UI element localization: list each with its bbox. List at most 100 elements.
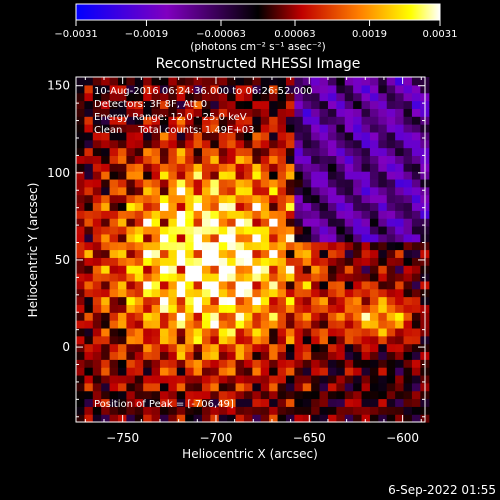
heatmap-cell <box>361 225 371 235</box>
heatmap-cell <box>92 257 102 266</box>
heatmap-cell <box>311 304 321 313</box>
heatmap-cell <box>109 312 119 321</box>
heatmap-cell <box>109 398 119 407</box>
heatmap-cell <box>143 327 153 337</box>
heatmap-cell <box>378 171 388 180</box>
heatmap-cell <box>227 108 237 117</box>
heatmap-cell <box>327 225 337 235</box>
heatmap-cell <box>403 320 413 329</box>
heatmap-cell <box>126 116 136 125</box>
heatmap-cell <box>76 116 85 125</box>
heatmap-cell <box>386 382 396 392</box>
heatmap-cell <box>201 398 211 407</box>
heatmap-cell <box>117 265 127 274</box>
heatmap-cell <box>269 241 279 251</box>
heatmap-cell <box>361 139 371 149</box>
heatmap-cell <box>327 194 337 204</box>
heatmap-cell <box>327 406 337 415</box>
heatmap-cell <box>143 414 153 423</box>
heatmap-cell <box>403 351 413 360</box>
heatmap-cell <box>336 163 346 172</box>
heatmap-cell <box>117 171 127 180</box>
heatmap-cell <box>201 84 211 94</box>
heatmap-cell <box>411 304 421 313</box>
heatmap-cell <box>193 116 203 125</box>
heatmap-cell <box>210 335 220 345</box>
heatmap-cell <box>176 186 186 196</box>
heatmap-cell <box>395 359 405 368</box>
heatmap-cell <box>76 351 85 360</box>
heatmap-cell <box>386 225 396 235</box>
heatmap-cell <box>168 171 178 180</box>
heatmap-cell <box>285 84 295 94</box>
heatmap-cell <box>252 84 262 94</box>
heatmap-cell <box>319 280 329 290</box>
heatmap-cell <box>411 218 421 227</box>
heatmap-cell <box>319 233 329 243</box>
heatmap-cell <box>134 304 144 313</box>
heatmap-cell <box>344 100 354 109</box>
heatmap-cell <box>260 241 270 251</box>
heatmap-cell <box>243 398 253 407</box>
heatmap-cell <box>344 218 354 227</box>
heatmap-cell <box>353 296 363 305</box>
heatmap-cell <box>185 194 195 204</box>
heatmap-cell <box>369 194 379 204</box>
heatmap-cell <box>168 131 178 141</box>
heatmap-cell <box>176 194 186 204</box>
heatmap-cell <box>76 210 85 219</box>
heatmap-cell <box>294 320 304 329</box>
heatmap-cell <box>344 178 354 188</box>
heatmap-cell <box>327 155 337 164</box>
heatmap-cell <box>117 202 127 211</box>
heatmap-cell <box>101 241 111 251</box>
heatmap-cell <box>151 147 161 157</box>
heatmap-cell <box>260 296 270 305</box>
heatmap-cell <box>361 312 371 321</box>
heatmap-cell <box>327 382 337 392</box>
heatmap-cell <box>76 155 85 164</box>
heatmap-cell <box>143 147 153 157</box>
heatmap-cell <box>378 327 388 337</box>
heatmap-cell <box>403 163 413 172</box>
heatmap-cell <box>369 92 379 102</box>
heatmap-cell <box>378 131 388 141</box>
heatmap-cell <box>159 77 169 86</box>
heatmap-cell <box>227 163 237 172</box>
heatmap-cell <box>269 327 279 337</box>
heatmap-cell <box>395 406 405 415</box>
heatmap-cell <box>378 194 388 204</box>
heatmap-cell <box>84 249 94 258</box>
heatmap-cell <box>201 163 211 172</box>
heatmap-cell <box>101 92 111 102</box>
heatmap-cell <box>159 280 169 290</box>
heatmap-cell <box>84 77 94 86</box>
heatmap-cell <box>143 398 153 407</box>
heatmap-cell <box>235 296 245 305</box>
heatmap-cell <box>235 327 245 337</box>
heatmap-cell <box>285 155 295 164</box>
heatmap-cell <box>353 171 363 180</box>
heatmap-cell <box>151 414 161 423</box>
heatmap-cell <box>411 320 421 329</box>
heatmap-cell <box>327 77 337 86</box>
heatmap-cell <box>252 77 262 86</box>
heatmap-cell <box>327 280 337 290</box>
heatmap-cell <box>353 374 363 384</box>
heatmap-cell <box>193 390 203 400</box>
heatmap-cell <box>311 265 321 274</box>
heatmap-cell <box>369 343 379 353</box>
heatmap-cell <box>336 390 346 400</box>
heatmap-cell <box>201 320 211 329</box>
heatmap-cell <box>411 210 421 219</box>
heatmap-cell <box>126 343 136 353</box>
heatmap-cell <box>403 390 413 400</box>
heatmap-cell <box>243 233 253 243</box>
heatmap-cell <box>201 304 211 313</box>
heatmap-cell <box>285 108 295 117</box>
heatmap-cell <box>361 351 371 360</box>
heatmap-cell <box>302 273 312 282</box>
heatmap-cell <box>117 390 127 400</box>
heatmap-cell <box>109 147 119 157</box>
heatmap-cell <box>327 131 337 141</box>
